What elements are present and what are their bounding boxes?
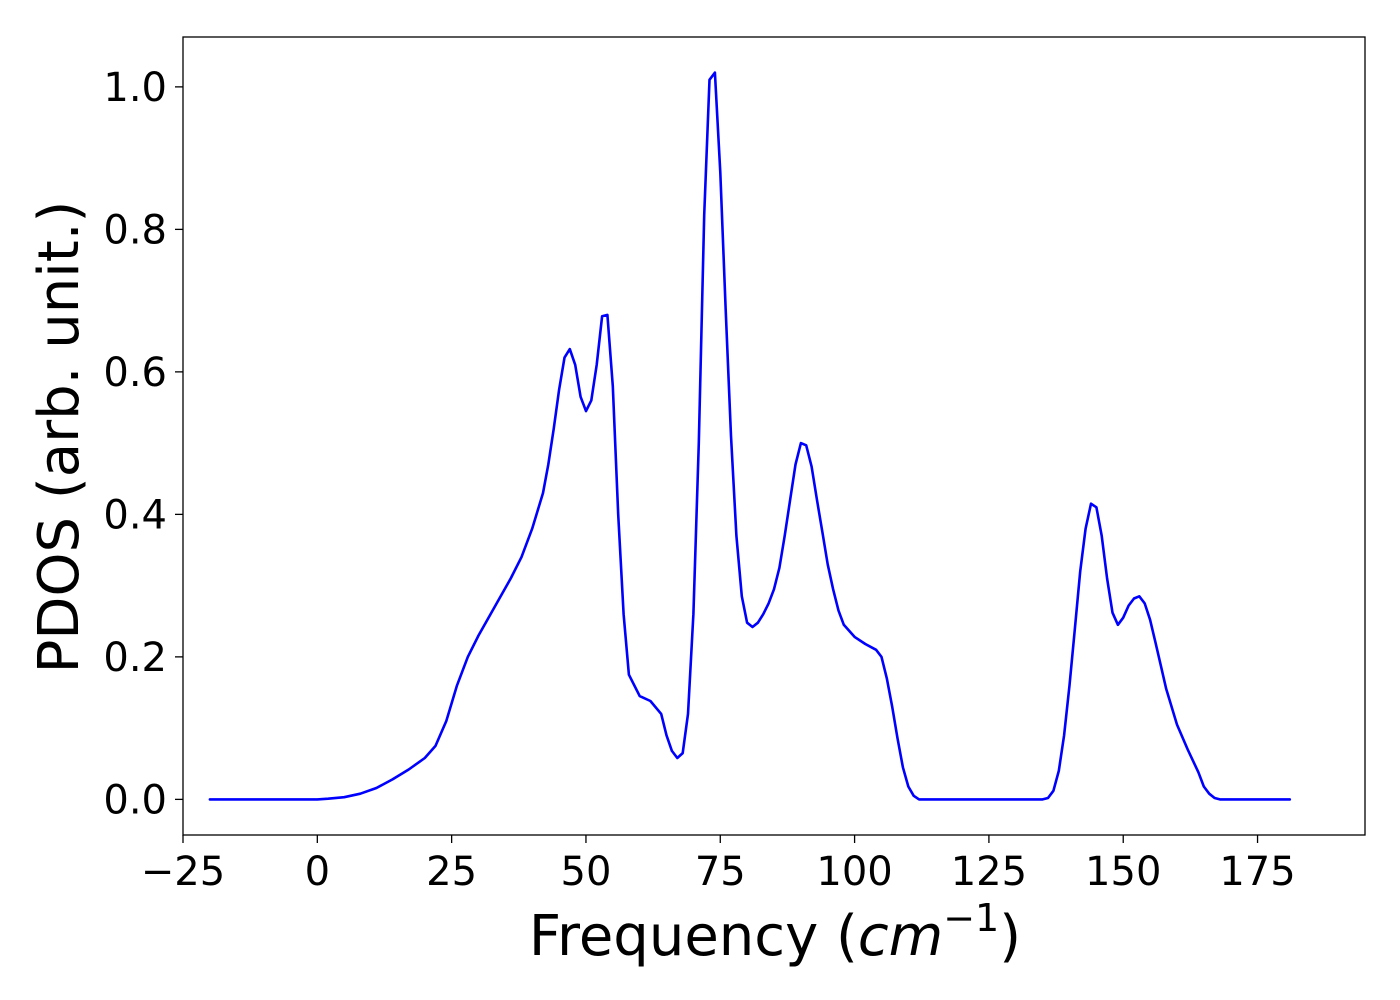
y-tick-label: 0.4	[103, 492, 167, 538]
plot-frame	[182, 36, 1366, 836]
x-axis-title: Frequency (cm−1)	[529, 896, 1021, 969]
x-tick-label: 100	[816, 849, 892, 895]
x-tick-label: 175	[1219, 849, 1295, 895]
x-axis-title-text: Frequency (	[529, 904, 858, 969]
y-axis-ticks: 0.0 0.2 0.4 0.6 0.8 1.0	[103, 65, 183, 823]
x-axis-ticks: −25 0 25 50 75 100 125 150 175	[141, 835, 1296, 895]
y-tick-label: 0.0	[103, 777, 167, 823]
x-tick-label: 50	[561, 849, 612, 895]
x-tick-label: 75	[695, 849, 746, 895]
y-tick-label: 0.2	[103, 635, 167, 681]
pdos-series-line	[208, 71, 1292, 801]
y-axis-title: PDOS (arb. unit.)	[27, 201, 92, 674]
x-tick-label: 150	[1085, 849, 1161, 895]
y-tick-label: 0.8	[103, 207, 167, 253]
x-axis-title-exponent: −1	[943, 896, 999, 940]
y-tick-label: 0.6	[103, 350, 167, 396]
x-tick-label: 0	[305, 849, 330, 895]
x-axis-title-close: )	[999, 904, 1021, 969]
plot-area	[208, 71, 1292, 801]
x-axis-title-unit: cm	[858, 904, 943, 969]
x-tick-label: 125	[951, 849, 1027, 895]
x-tick-label: −25	[141, 849, 225, 895]
y-tick-label: 1.0	[103, 65, 167, 111]
x-tick-label: 25	[426, 849, 477, 895]
